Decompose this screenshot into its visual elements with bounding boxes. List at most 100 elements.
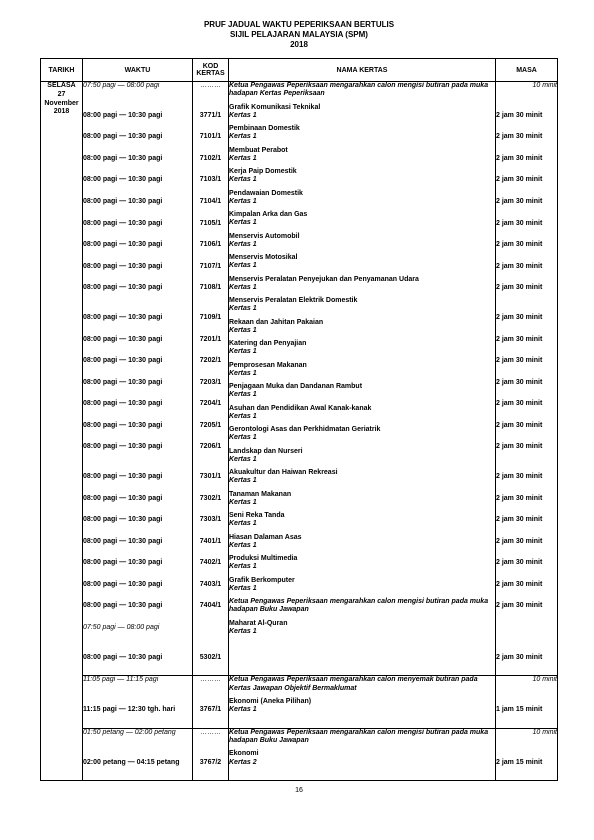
paper-kod: 7203/1 xyxy=(193,379,228,387)
paper-nama: Maharat Al-QuranKertas 1 xyxy=(229,620,495,637)
paper-masa: 2 jam 30 minit xyxy=(496,559,557,567)
table-header-row: TARIKH WAKTU KOD KERTAS NAMA KERTAS MASA xyxy=(41,59,558,82)
paper-waktu: 08:00 pagi — 10:30 pagi xyxy=(83,581,192,589)
note-masa: 10 minit xyxy=(496,676,557,684)
paper-nama: Kerja Paip DomestikKertas 1 xyxy=(229,168,495,185)
paper-waktu: 08:00 pagi — 10:30 pagi xyxy=(83,473,192,481)
paper-waktu: 08:00 pagi — 10:30 pagi xyxy=(83,241,192,249)
paper-nama: Hiasan Dalaman AsasKertas 1 xyxy=(229,534,495,551)
note-masa xyxy=(496,624,557,632)
paper-masa: 2 jam 30 minit xyxy=(496,176,557,184)
paper-nama: Asuhan dan Pendidikan Awal Kanak-kanakKe… xyxy=(229,405,495,422)
paper-waktu: 08:00 pagi — 10:30 pagi xyxy=(83,220,192,228)
kod-cell: ………3771/17101/17102/17103/17104/17105/17… xyxy=(193,82,229,676)
paper-kod: 7105/1 xyxy=(193,220,228,228)
note-nama: Ketua Pengawas Peperiksaan mengarahkan c… xyxy=(229,729,495,746)
paper-kod: 7103/1 xyxy=(193,176,228,184)
paper-waktu: 08:00 pagi — 10:30 pagi xyxy=(83,654,192,662)
page: PRUF JADUAL WAKTU PEPERIKSAAN BERTULIS S… xyxy=(0,0,594,804)
title-line-1: PRUF JADUAL WAKTU PEPERIKSAAN BERTULIS xyxy=(40,20,558,30)
masa-cell: 10 minit 1 jam 15 minit xyxy=(496,676,558,728)
session-row: SELASA27November201807:50 pagi — 08:00 p… xyxy=(41,82,558,676)
paper-waktu: 08:00 pagi — 10:30 pagi xyxy=(83,516,192,524)
paper-nama: Membuat PerabotKertas 1 xyxy=(229,147,495,164)
paper-nama: Menservis Peralatan Elektrik DomestikKer… xyxy=(229,297,495,314)
paper-masa: 2 jam 30 minit xyxy=(496,400,557,408)
paper-kod: 7108/1 xyxy=(193,284,228,292)
note-kod xyxy=(193,624,228,632)
session-row: 01:50 petang — 02:00 petang02:00 petang … xyxy=(41,728,558,780)
nama-cell: Ketua Pengawas Peperiksaan mengarahkan c… xyxy=(229,728,496,780)
paper-masa: 2 jam 30 minit xyxy=(496,422,557,430)
paper-nama: Penjagaan Muka dan Dandanan RambutKertas… xyxy=(229,383,495,400)
paper-waktu: 08:00 pagi — 10:30 pagi xyxy=(83,336,192,344)
paper-nama: Produksi MultimediaKertas 1 xyxy=(229,555,495,572)
paper-nama: Akuakultur dan Haiwan RekreasiKertas 1 xyxy=(229,469,495,486)
paper-kod: 7206/1 xyxy=(193,443,228,451)
paper-kod: 7204/1 xyxy=(193,400,228,408)
paper-waktu: 08:00 pagi — 10:30 pagi xyxy=(83,112,192,120)
note-nama: Ketua Pengawas Peperiksaan mengarahkan c… xyxy=(229,598,495,615)
paper-waktu: 08:00 pagi — 10:30 pagi xyxy=(83,602,192,610)
th-masa: MASA xyxy=(496,59,558,82)
paper-waktu: 08:00 pagi — 10:30 pagi xyxy=(83,284,192,292)
paper-nama: Pembinaan DomestikKertas 1 xyxy=(229,125,495,142)
paper-kod: 7403/1 xyxy=(193,581,228,589)
paper-nama: Menservis MotosikalKertas 1 xyxy=(229,254,495,271)
paper-kod: 7101/1 xyxy=(193,133,228,141)
paper-kod: 7301/1 xyxy=(193,473,228,481)
paper-nama: Katering dan PenyajianKertas 1 xyxy=(229,340,495,357)
document-title: PRUF JADUAL WAKTU PEPERIKSAAN BERTULIS S… xyxy=(40,20,558,50)
note-kod: ……… xyxy=(193,82,228,90)
paper-waktu: 08:00 pagi — 10:30 pagi xyxy=(83,422,192,430)
waktu-cell: 11:05 pagi — 11:15 pagi11:15 pagi — 12:3… xyxy=(83,676,193,728)
note-kod: ……… xyxy=(193,676,228,684)
paper-masa: 2 jam 30 minit xyxy=(496,314,557,322)
note-nama: Ketua Pengawas Peperiksaan mengarahkan c… xyxy=(229,676,495,693)
nama-cell: Ketua Pengawas Peperiksaan mengarahkan c… xyxy=(229,676,496,728)
paper-masa: 2 jam 30 minit xyxy=(496,263,557,271)
paper-waktu: 08:00 pagi — 10:30 pagi xyxy=(83,443,192,451)
paper-kod: 7202/1 xyxy=(193,357,228,365)
paper-kod: 7201/1 xyxy=(193,336,228,344)
paper-waktu: 08:00 pagi — 10:30 pagi xyxy=(83,176,192,184)
paper-masa: 2 jam 30 minit xyxy=(496,155,557,163)
paper-masa: 2 jam 30 minit xyxy=(496,443,557,451)
note-nama: Ketua Pengawas Peperiksaan mengarahkan c… xyxy=(229,82,495,99)
paper-waktu: 08:00 pagi — 10:30 pagi xyxy=(83,400,192,408)
th-kod: KOD KERTAS xyxy=(193,59,229,82)
masa-cell: 10 minit2 jam 15 minit xyxy=(496,728,558,780)
paper-waktu: 08:00 pagi — 10:30 pagi xyxy=(83,538,192,546)
paper-nama: Pendawaian DomestikKertas 1 xyxy=(229,190,495,207)
waktu-cell: 07:50 pagi — 08:00 pagi08:00 pagi — 10:3… xyxy=(83,82,193,676)
exam-table: TARIKH WAKTU KOD KERTAS NAMA KERTAS MASA… xyxy=(40,58,558,781)
paper-waktu: 08:00 pagi — 10:30 pagi xyxy=(83,133,192,141)
paper-nama: Tanaman MakananKertas 1 xyxy=(229,491,495,508)
paper-nama: Landskap dan NurseriKertas 1 xyxy=(229,448,495,465)
paper-masa: 2 jam 30 minit xyxy=(496,602,557,610)
paper-masa: 2 jam 30 minit xyxy=(496,284,557,292)
title-line-3: 2018 xyxy=(40,40,558,50)
tarikh-cell: SELASA27November2018 xyxy=(41,82,83,781)
note-waktu: 11:05 pagi — 11:15 pagi xyxy=(83,676,192,684)
masa-cell: 10 minit2 jam 30 minit2 jam 30 minit2 ja… xyxy=(496,82,558,676)
paper-kod: 7104/1 xyxy=(193,198,228,206)
session-row: 11:05 pagi — 11:15 pagi11:15 pagi — 12:3… xyxy=(41,676,558,728)
paper-waktu: 08:00 pagi — 10:30 pagi xyxy=(83,495,192,503)
paper-masa: 2 jam 30 minit xyxy=(496,198,557,206)
nama-cell: Ketua Pengawas Peperiksaan mengarahkan c… xyxy=(229,82,496,676)
paper-masa: 2 jam 30 minit xyxy=(496,581,557,589)
paper-masa: 1 jam 15 minit xyxy=(496,706,557,714)
page-number: 16 xyxy=(40,787,558,794)
note-masa: 10 minit xyxy=(496,729,557,737)
paper-nama: Grafik BerkomputerKertas 1 xyxy=(229,577,495,594)
paper-nama: Gerontologi Asas dan Perkhidmatan Geriat… xyxy=(229,426,495,443)
paper-masa: 2 jam 30 minit xyxy=(496,357,557,365)
paper-masa: 2 jam 30 minit xyxy=(496,133,557,141)
paper-nama: Ekonomi (Aneka Pilihan)Kertas 1 xyxy=(229,698,495,715)
th-waktu: WAKTU xyxy=(83,59,193,82)
paper-kod: 7401/1 xyxy=(193,538,228,546)
table-body: SELASA27November201807:50 pagi — 08:00 p… xyxy=(41,82,558,781)
paper-masa: 2 jam 30 minit xyxy=(496,538,557,546)
paper-kod: 7102/1 xyxy=(193,155,228,163)
